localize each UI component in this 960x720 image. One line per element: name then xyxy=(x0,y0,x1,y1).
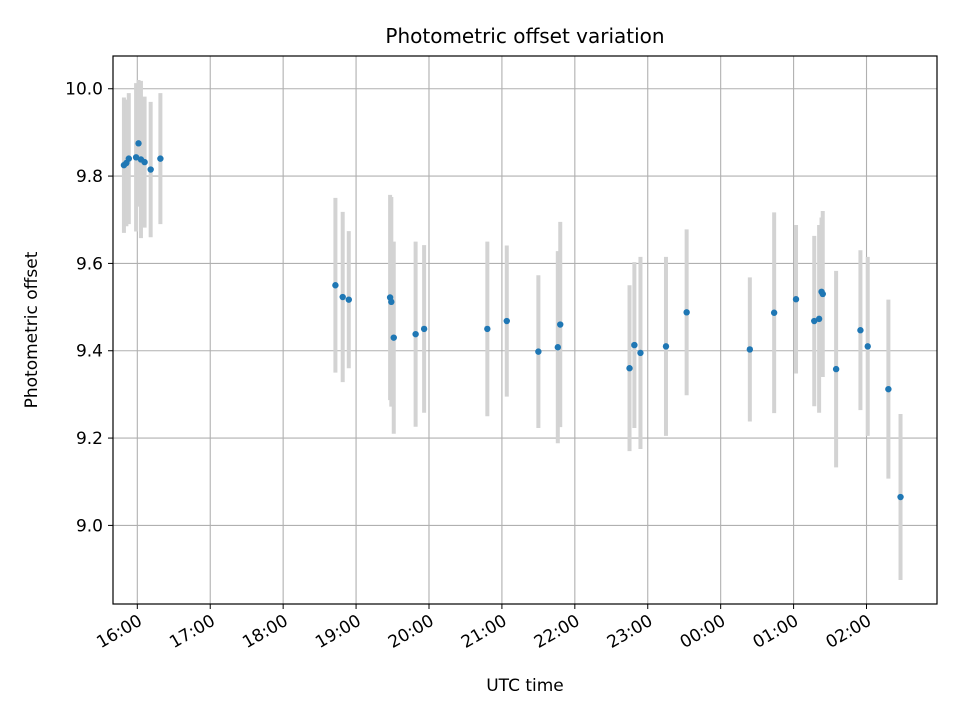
data-point xyxy=(420,325,428,333)
plot-frame xyxy=(112,55,938,605)
x-axis-title: UTC time xyxy=(486,676,564,696)
y-tick-label: 9.0 xyxy=(76,516,103,536)
point-layer xyxy=(120,140,904,501)
data-point xyxy=(637,349,644,357)
data-point xyxy=(832,365,840,373)
data-point xyxy=(345,296,352,303)
data-point xyxy=(503,317,510,325)
x-tick-label: 23:00 xyxy=(604,611,656,653)
errorbar-layer xyxy=(121,80,903,580)
data-point xyxy=(897,493,904,501)
data-point xyxy=(135,140,142,147)
x-tick-label: 01:00 xyxy=(750,611,802,653)
x-tick-label: 22:00 xyxy=(531,611,583,653)
y-tick-label: 9.2 xyxy=(76,429,103,449)
data-point xyxy=(535,348,542,355)
y-tick-label: 10.0 xyxy=(65,80,103,100)
data-point xyxy=(339,293,346,301)
data-point xyxy=(626,365,633,372)
x-tick-label: 16:00 xyxy=(93,611,145,653)
data-point xyxy=(746,346,754,353)
y-tick-label: 9.8 xyxy=(76,167,103,187)
x-tick-label: 19:00 xyxy=(312,611,364,653)
data-point xyxy=(141,158,148,166)
y-tick-label: 9.4 xyxy=(76,342,103,362)
data-point xyxy=(857,327,864,334)
data-point xyxy=(554,344,562,351)
x-tick-label: 02:00 xyxy=(823,611,875,653)
y-tick-label: 9.6 xyxy=(76,254,103,274)
data-point xyxy=(770,309,778,316)
x-tick-label: 18:00 xyxy=(239,611,291,653)
data-point xyxy=(864,343,871,350)
grid-layer xyxy=(113,56,937,604)
data-point xyxy=(332,282,339,289)
data-point xyxy=(885,385,892,393)
data-point xyxy=(792,296,800,303)
data-point xyxy=(631,341,638,349)
data-point xyxy=(683,309,690,316)
x-tick-label: 17:00 xyxy=(166,611,218,653)
data-point xyxy=(815,315,823,323)
x-tick-label: 00:00 xyxy=(677,611,729,653)
data-point xyxy=(412,330,419,338)
x-tick-label: 21:00 xyxy=(458,611,510,653)
data-point xyxy=(147,166,154,173)
tick-layer: 16:00 17:00 18:00 19:00 20:00 21:00 22:00 23:00… xyxy=(65,80,875,653)
data-point xyxy=(390,334,397,341)
data-point xyxy=(132,154,140,161)
data-point xyxy=(388,298,395,306)
y-axis-title: Photometric offset xyxy=(22,251,42,408)
chart-title: Photometric offset variation xyxy=(385,24,664,48)
data-point xyxy=(819,290,826,298)
data-point xyxy=(484,325,491,333)
data-point xyxy=(557,321,564,328)
data-point xyxy=(811,317,818,325)
data-point xyxy=(157,155,164,162)
x-tick-label: 20:00 xyxy=(385,611,437,653)
data-point xyxy=(125,155,132,162)
data-point xyxy=(662,343,670,350)
